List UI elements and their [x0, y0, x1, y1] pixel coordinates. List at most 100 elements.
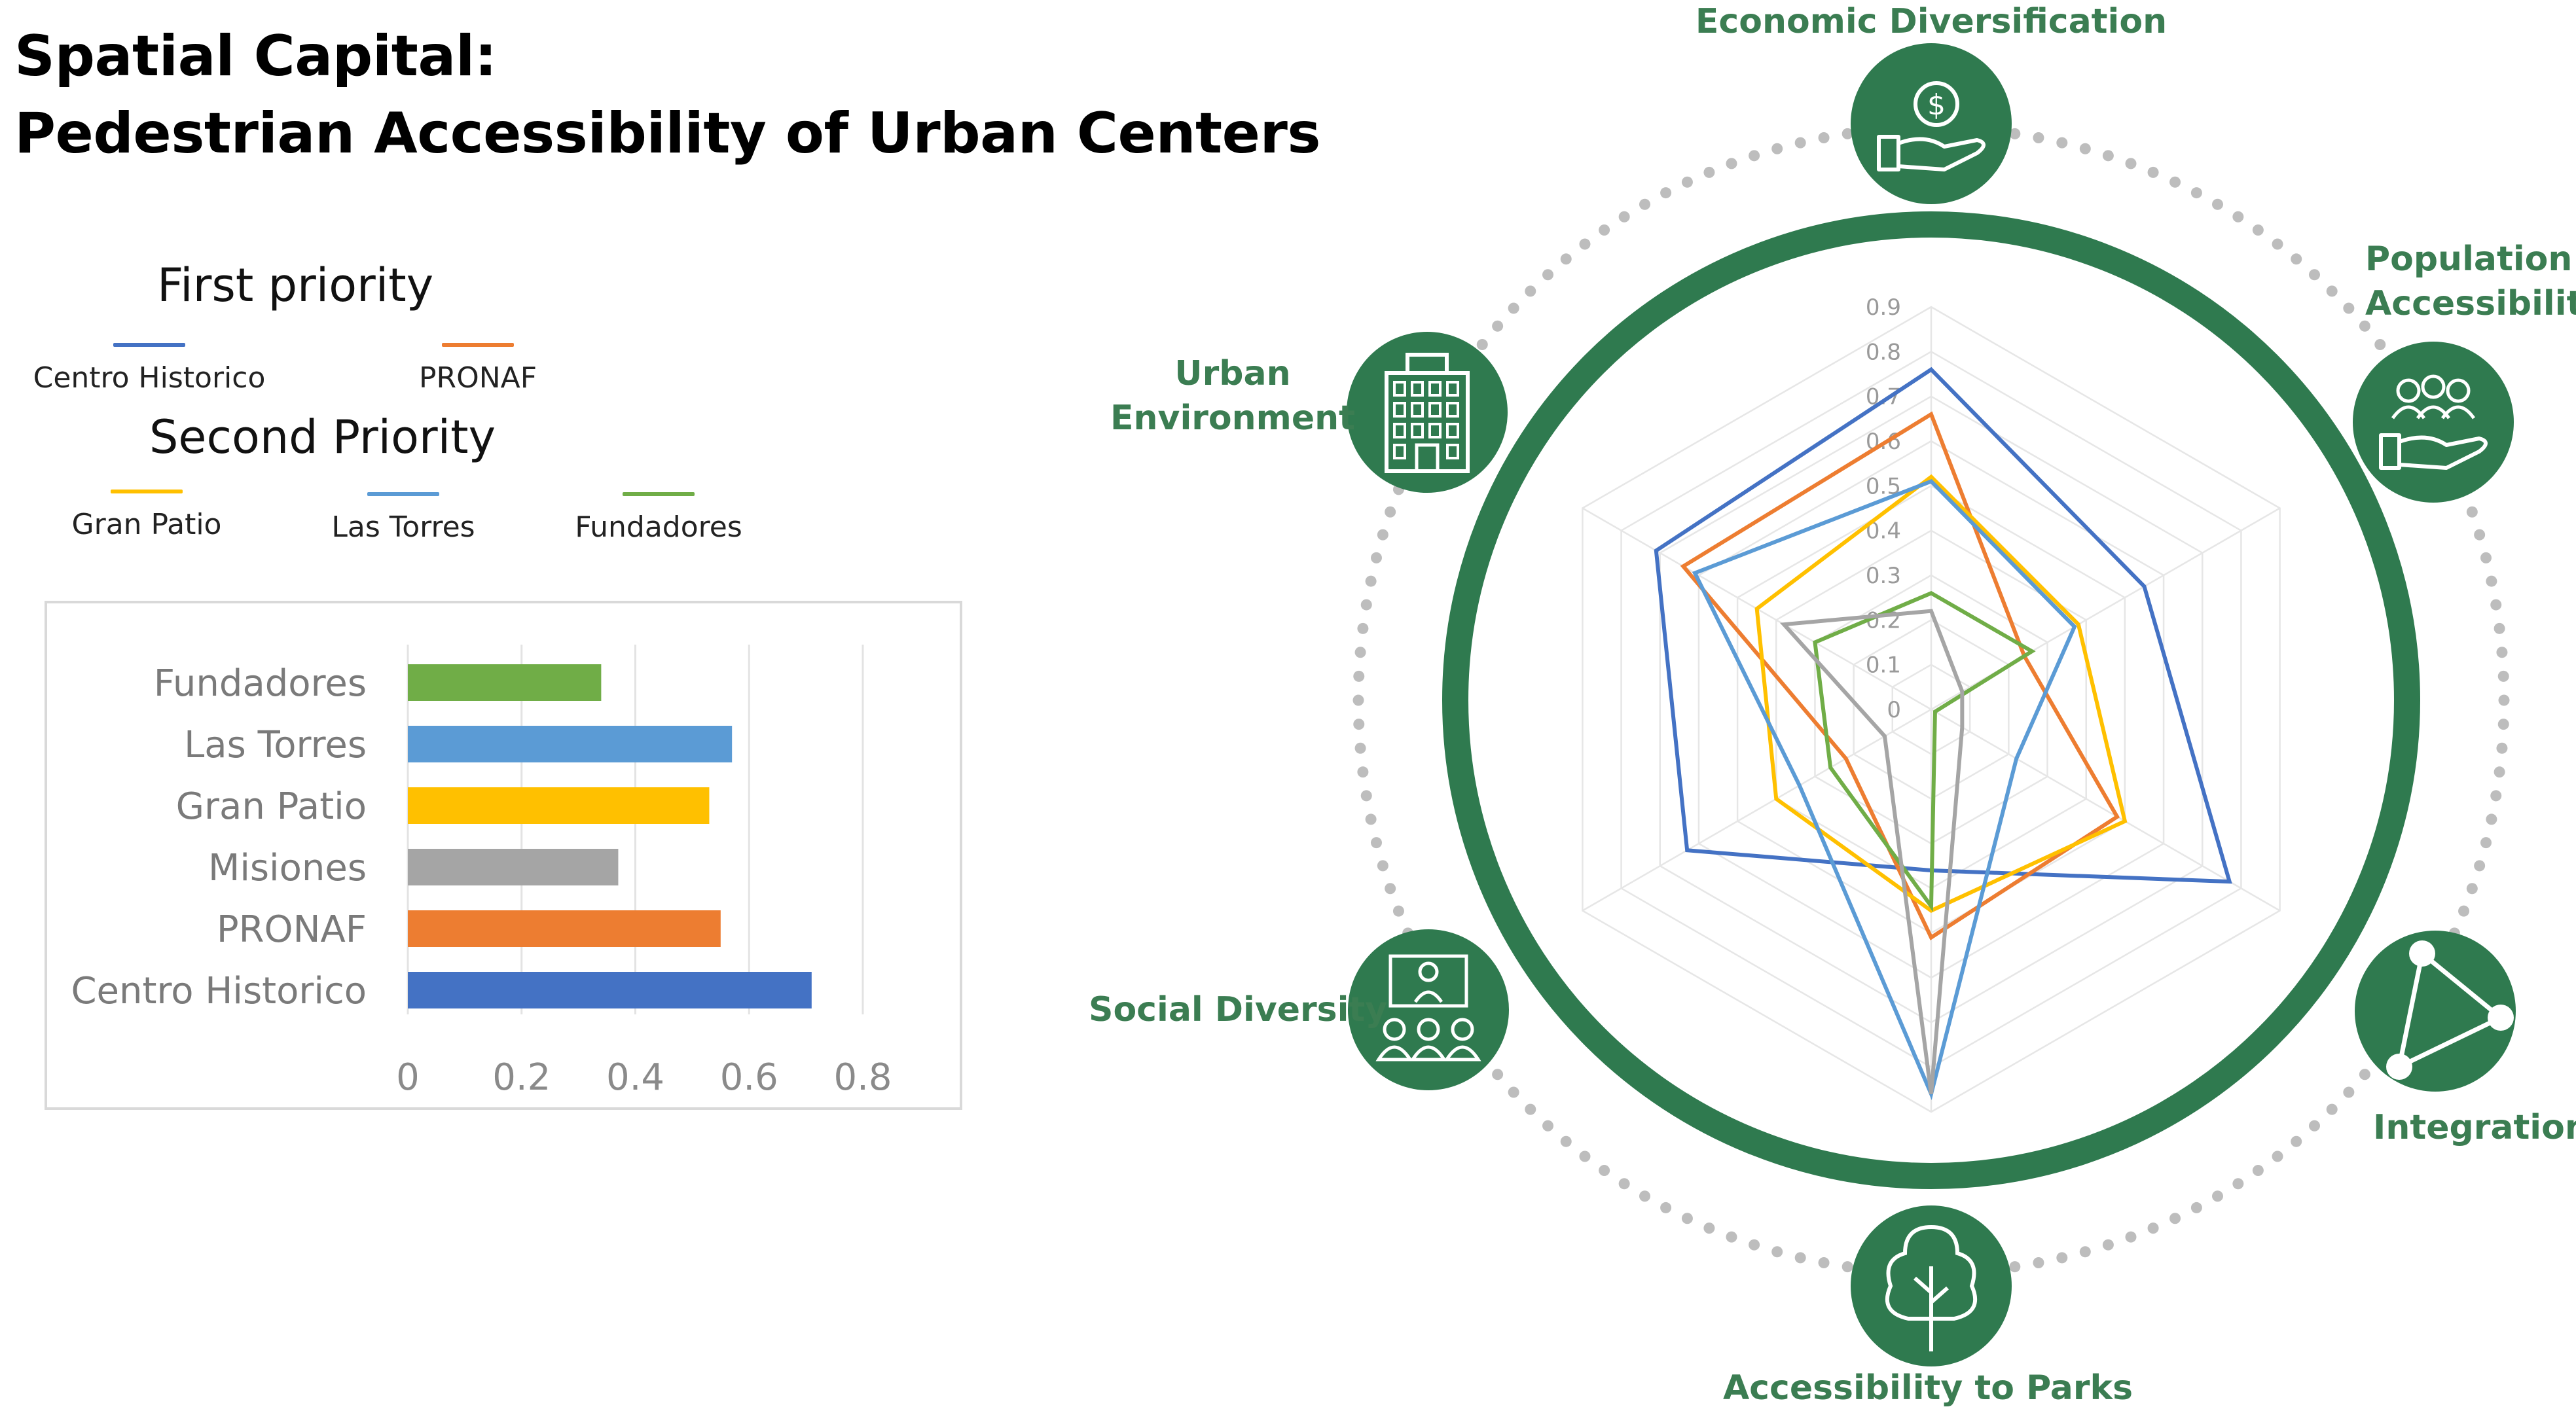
dotted-ring-dot [1370, 552, 1382, 563]
legend-item-las-torres: Las Torres [266, 492, 541, 544]
dotted-ring-dot [1703, 166, 1715, 178]
dotted-ring-dot [1377, 860, 1388, 872]
dotted-ring-dot [1599, 224, 1610, 236]
dotted-ring-dot [1579, 1150, 1591, 1162]
legend-label: PRONAF [418, 361, 537, 395]
dotted-ring-dot [1353, 670, 1365, 682]
radar-tick-label: 0.3 [1866, 563, 1901, 589]
dotted-ring-dot [1794, 1252, 1806, 1264]
building-window [1446, 423, 1459, 438]
axis-label: Accessibility [2365, 284, 2576, 323]
network-node [2386, 1054, 2412, 1080]
audience-body [1375, 1045, 1413, 1061]
bar-chart-frame [45, 601, 962, 1110]
dotted-ring-dot [2486, 575, 2497, 587]
dotted-ring-dot [1841, 1261, 1853, 1273]
audience-body [1443, 1045, 1481, 1061]
legend-label: Gran Patio [71, 508, 222, 541]
dotted-ring-dot [1354, 647, 1366, 658]
building-window [1411, 402, 1424, 418]
dotted-ring-dot [1492, 1069, 1504, 1080]
people-hand-icon [2353, 342, 2514, 503]
dotted-ring-dot [2490, 599, 2502, 611]
presenter-body [1413, 990, 1443, 1003]
radar-tick-label: 0.1 [1866, 652, 1901, 679]
dotted-ring-dot [1749, 150, 1760, 162]
radar-series-line [1754, 474, 2128, 913]
presentation-group-icon [1348, 929, 1509, 1090]
page-title-line-2: Pedestrian Accessibility of Urban Center… [14, 101, 1321, 166]
dotted-ring-dot [2496, 742, 2508, 754]
dotted-ring-dot [1560, 1135, 1572, 1147]
dotted-ring-dot [2190, 187, 2202, 199]
network-node [2488, 1005, 2514, 1031]
dotted-ring-dot [2374, 338, 2386, 350]
dotted-ring-dot [1599, 1165, 1610, 1177]
dotted-ring-dot [2252, 1165, 2264, 1177]
dotted-ring-dot [2009, 1261, 2021, 1273]
legend-label: Fundadores [575, 510, 742, 544]
person-head [2421, 374, 2446, 399]
page-title-line-1: Spatial Capital: [14, 24, 497, 89]
dotted-ring-dot [1476, 338, 1488, 350]
axis-label: Urban [1174, 354, 1290, 393]
dotted-ring-dot [2458, 905, 2470, 917]
dotted-ring-dot [2308, 1120, 2320, 1132]
hand-shape [1877, 135, 1986, 171]
dotted-ring-dot [1794, 137, 1806, 149]
dollar-glyph: $ [1927, 88, 1946, 122]
dotted-ring-dot [1771, 143, 1783, 154]
dotted-ring-dot [1681, 176, 1693, 188]
radar-tick-label: 0 [1887, 697, 1901, 723]
bar-category-label: Las Torres [184, 724, 367, 766]
network-lines [2396, 949, 2505, 1071]
dotted-ring-dot [1492, 320, 1504, 332]
dotted-ring-dot [2490, 790, 2502, 802]
building-window [1446, 402, 1459, 418]
bar-category-label: PRONAF [217, 908, 367, 951]
radar-tick-label: 0.8 [1866, 339, 1901, 365]
bar-x-tick-label: 0.6 [720, 1056, 778, 1099]
dotted-ring-dot [1357, 766, 1369, 778]
tree-icon [1851, 1205, 2012, 1366]
building-window [1393, 381, 1406, 397]
dotted-ring-dot [1525, 1103, 1536, 1115]
hand-shape [2379, 433, 2488, 470]
building-window [1446, 381, 1459, 397]
dotted-ring-dot [2480, 552, 2492, 563]
dotted-ring-dot [1370, 837, 1382, 849]
dotted-ring-dot [1542, 269, 1554, 281]
bar [408, 849, 619, 885]
legend-swatch [113, 343, 185, 347]
legend-item-gran-patio: Gran Patio [9, 490, 284, 541]
dotted-ring-dot [2326, 1103, 2338, 1115]
dotted-ring-dot [2474, 529, 2486, 541]
dotted-ring-dot [1385, 506, 1396, 518]
dotted-ring-dot [1639, 1190, 1650, 1202]
dotted-ring-dot [2326, 285, 2338, 297]
bar-category-label: Centro Historico [71, 970, 367, 1012]
dotted-ring-dot [1749, 1239, 1760, 1251]
person-body [2440, 405, 2476, 419]
person-head [2396, 378, 2421, 403]
presenter-head [1418, 961, 1439, 982]
dotted-ring-dot [1818, 132, 1830, 143]
dotted-ring-dot [2486, 813, 2497, 825]
dotted-ring-dot [1703, 1222, 1715, 1234]
dotted-ring-dot [2079, 143, 2091, 154]
dotted-ring-dot [2212, 1190, 2223, 1202]
dotted-ring-dot [2033, 1257, 2044, 1269]
dotted-ring-dot [2033, 132, 2044, 143]
radar-spoke [1582, 708, 1932, 912]
dotted-ring-dot [2056, 137, 2068, 149]
dotted-ring-dot [2466, 883, 2478, 895]
dotted-ring-dot [2272, 238, 2283, 250]
dotted-ring-dot [2079, 1246, 2091, 1258]
legend-swatch [111, 490, 183, 493]
dotted-ring-dot [2496, 647, 2508, 658]
bar-x-tick-label: 0.4 [606, 1056, 664, 1099]
bar [408, 910, 721, 947]
dotted-ring-dot [1639, 198, 1650, 210]
dotted-ring-dot [1360, 790, 1372, 802]
